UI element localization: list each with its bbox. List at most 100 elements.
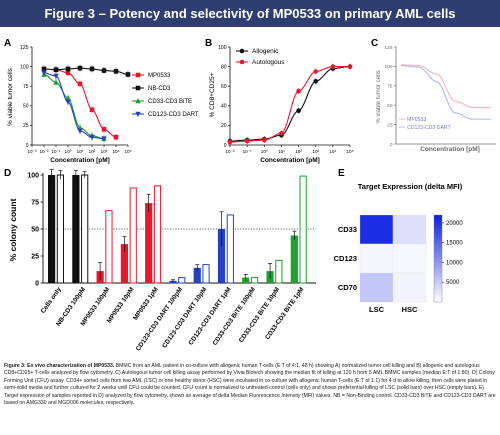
panel-d-bar-hsc <box>299 175 307 284</box>
panel-d-category-label: CD123-CD3 DART 100pM <box>135 286 184 352</box>
panel-d-bar-lsc <box>290 235 298 283</box>
panel-b-ylabel: % CD8+CD25+ <box>209 72 216 117</box>
panel-a-xtick-label: 10⁻² <box>39 149 49 154</box>
panel-d-ytick-label: 75 <box>31 199 39 206</box>
panel-d-bar-lsc <box>193 267 201 283</box>
panel-e-chart: Target Expression (delta MFI) CD33CD123C… <box>334 182 464 314</box>
panel-b-xtick-label: 10¹ <box>278 149 285 154</box>
panel-e-heatmap-cell <box>359 214 394 245</box>
panel-e-heatmap-cell <box>392 272 427 303</box>
panel-a-xtick-label: 10⁻¹ <box>51 149 61 154</box>
panel-a-ytick-label: 125 <box>20 45 29 51</box>
panel-d-ylabel: % colony count <box>8 198 18 261</box>
panel-e-colorbar-step <box>434 295 442 299</box>
panel-a-xtick-label: 10⁵ <box>124 149 131 154</box>
panel-e-colorbar-step <box>434 267 442 270</box>
panel-a-series-line-3 <box>43 72 104 140</box>
panel-a-ytick-label: 100 <box>20 64 29 70</box>
panel-e-colorbar-frame <box>433 214 443 303</box>
panel-e-colorbar-step <box>434 219 442 222</box>
panel-b-ytick-label: 80 <box>221 64 227 70</box>
panel-e-colorbar-step <box>434 271 442 275</box>
panel-e-heatmap-cell <box>359 243 394 274</box>
panel-e-columns: LSC HSC <box>369 305 418 314</box>
panel-e-colorbar-step <box>434 258 442 262</box>
panel-b-yticks: 0 20 40 60 80 100 <box>218 45 230 149</box>
panel-b-xtick-label: 10² <box>295 149 302 154</box>
panel-e-colorbar-step <box>434 241 442 244</box>
panel-e-heatmap-cell <box>392 214 427 245</box>
panel-d-ytick-label: 100 <box>27 172 39 179</box>
panel-e-colorbar-step <box>434 288 442 292</box>
panel-a-xtick-label: 10⁰ <box>65 149 72 154</box>
panel-c-ylabel: % viable tumor cells <box>376 70 382 123</box>
panel-c-ytick-label: 100 <box>384 64 392 70</box>
panel-e-row-label: CD33 <box>338 225 357 234</box>
panel-b-ytick-label: 100 <box>218 45 227 51</box>
panel-b-series <box>227 63 353 146</box>
panel-d-bar-hsc <box>178 277 186 284</box>
panel-d-ytick-label: 50 <box>31 226 39 233</box>
panel-a-xtick-label: 10⁻³ <box>27 149 37 154</box>
panel-a-legend-label: CD123-CD3 DART <box>148 112 199 118</box>
panel-d-bar-hsc <box>56 174 64 284</box>
panel-e-title: Target Expression (delta MFI) <box>358 182 463 191</box>
panel-e-colorbar-step <box>434 273 442 277</box>
panel-e-row-label: CD123 <box>334 254 357 263</box>
panel-d-category-label: CD123-CD3 DART 1pM <box>187 286 232 346</box>
panel-b-series-line-0 <box>230 66 351 142</box>
panel-e-colorbar-label: 10000 <box>446 260 463 266</box>
panel-e-colorbar-step <box>434 262 442 266</box>
panel-e-column-label: HSC <box>402 305 418 314</box>
panel-a-xlabel: Concentration [pM] <box>50 157 110 164</box>
panel-c-ytick-label: 125 <box>384 45 392 51</box>
panel-e-colorbar-step <box>434 223 442 227</box>
panel-e-colorbar-step <box>434 232 442 235</box>
panel-a-xticks: 10⁻³ 10⁻² 10⁻¹ 10⁰ 10¹ 10² 10³ 10⁴ 10⁵ <box>27 145 132 154</box>
panel-d-category-label: CD123-CD3 DART 10pM <box>161 286 208 349</box>
panel-e-colorbar-label: 20000 <box>446 221 463 227</box>
panel-b-xtick-label: 10³ <box>312 149 319 154</box>
panel-b-xlabel: Concentration [pM] <box>260 157 320 164</box>
panel-e-colorbar-step <box>434 280 442 283</box>
panel-a-legend-marker <box>135 72 141 78</box>
panel-c-ytick-label: 0 <box>390 142 393 148</box>
panel-d-bar-hsc <box>129 187 137 284</box>
panel-a-legend-label: NB-CD3 <box>148 86 171 92</box>
panel-b-xtick-label: 10⁵ <box>346 149 353 154</box>
panel-e-colorbar-step <box>434 275 442 279</box>
panel-c-xlabel: Concentration [pM] <box>420 146 480 153</box>
panel-e-colorbar-step <box>434 228 442 231</box>
panel-d-ytick-label: 25 <box>31 253 39 260</box>
panel-b-ytick-label: 0 <box>224 143 227 149</box>
panel-e-colorbar-step <box>434 299 442 303</box>
panel-d-bar-lsc <box>217 229 226 283</box>
panel-e-rows: CD33 CD123 CD70 <box>334 225 357 292</box>
panel-b-legend-marker <box>239 48 245 54</box>
panel-b-legend-label: Allogenic <box>252 48 279 55</box>
panel-a-series <box>41 64 131 143</box>
panel-b-xtick-label: 10⁻¹ <box>243 149 253 154</box>
panel-a-xtick-label: 10⁴ <box>112 149 119 154</box>
panel-b-xticks: 10⁻² 10⁻¹ 10⁰ 10¹ 10² 10³ 10⁴ 10⁵ <box>225 145 354 154</box>
panel-b-series-line-1 <box>229 66 350 143</box>
panel-d-chart: % colony count 0 25 50 75 100 Cells onlyNB-C… <box>8 169 316 352</box>
panel-e-colorbar-step <box>434 297 442 301</box>
panel-letter-a: A <box>4 38 11 49</box>
panel-a-ytick-label: 25 <box>23 123 29 129</box>
caption-lead: Figure 3: Ex vivo characterization of MP… <box>4 363 115 369</box>
panel-a-ylabel: % viable tumor cells <box>7 67 14 126</box>
panel-e-colorbar-step <box>434 291 442 294</box>
panel-e-colorbar-label: 5000 <box>446 280 460 286</box>
panel-letter-b: B <box>205 38 212 49</box>
panel-e-colorbar-step <box>434 260 442 264</box>
panel-a-legend-marker <box>135 85 141 91</box>
panel-letter-e: E <box>338 168 345 179</box>
panel-d-bar-hsc <box>81 174 89 284</box>
panel-c-yticks: 0 25 50 75 100 125 <box>384 45 396 148</box>
panel-b-ytick-label: 20 <box>221 123 227 129</box>
panel-d-bar-lsc <box>145 203 153 283</box>
panel-c-series-line-0 <box>400 64 491 109</box>
